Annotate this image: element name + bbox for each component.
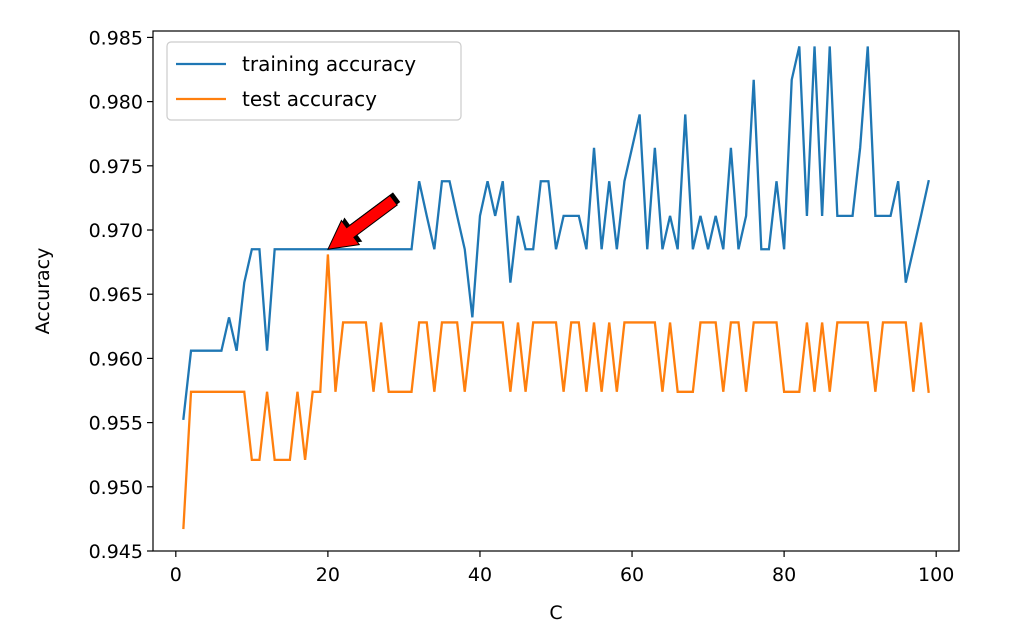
x-ticks: 0 20 40 60 80 100 (170, 551, 954, 586)
annotation-layer (327, 192, 401, 250)
y-tick-label: 0.945 (89, 541, 143, 563)
x-tick-label: 20 (316, 564, 340, 586)
y-tick-label: 0.975 (89, 156, 143, 178)
y-tick-label: 0.955 (89, 413, 143, 435)
y-tick-label: 0.960 (89, 348, 143, 370)
x-tick-label: 100 (918, 564, 954, 586)
y-tick-label: 0.950 (89, 477, 143, 499)
y-tick-label: 0.965 (89, 284, 143, 306)
x-axis-label: C (549, 602, 562, 624)
x-tick-label: 80 (772, 564, 796, 586)
series-line-training (182, 46, 930, 421)
y-tick-label: 0.980 (89, 92, 143, 114)
x-tick-label: 0 (170, 564, 182, 586)
x-tick-label: 60 (620, 564, 644, 586)
series-layer (182, 46, 930, 530)
plot-frame (152, 30, 960, 552)
series-line-test (182, 254, 930, 530)
y-tick-label: 0.970 (89, 220, 143, 242)
y-ticks: 0.945 0.950 0.955 0.960 0.965 0.970 0.975 0.980… (89, 27, 153, 563)
legend-box (166, 41, 462, 121)
y-axis-label: Accuracy (32, 248, 54, 335)
x-tick-label: 40 (468, 564, 492, 586)
legend: training accuracy test accuracy (166, 41, 462, 121)
y-tick-label: 0.985 (89, 27, 143, 49)
arrow-annotation (327, 194, 398, 250)
legend-label: training accuracy (242, 52, 416, 76)
legend-label: test accuracy (242, 87, 377, 111)
